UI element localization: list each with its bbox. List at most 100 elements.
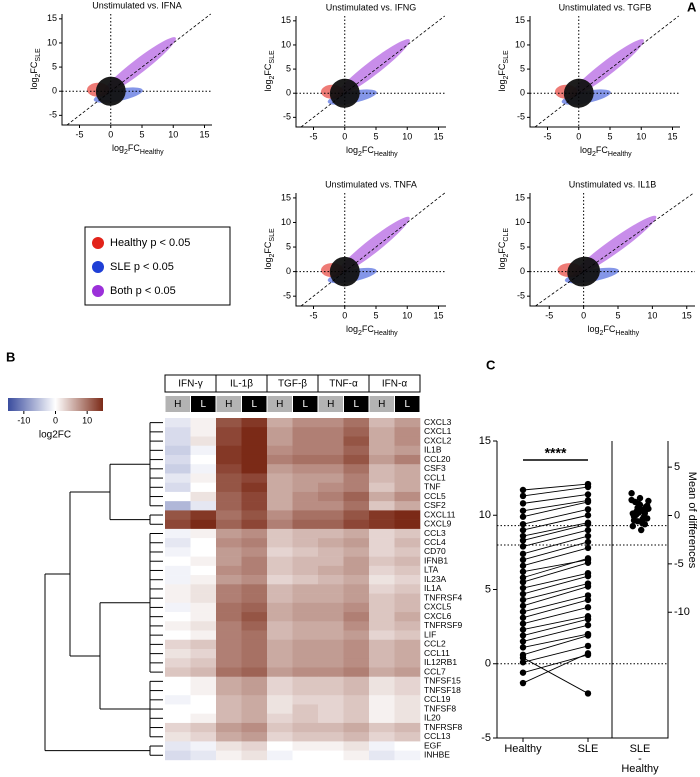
subgroup-box xyxy=(216,396,241,412)
heatmap-cell xyxy=(267,649,293,659)
point xyxy=(584,632,592,639)
point xyxy=(519,550,527,558)
pair-line xyxy=(522,535,589,555)
difference-point xyxy=(636,494,644,502)
point xyxy=(584,616,592,623)
heatmap-cell xyxy=(394,667,421,678)
heatmap-cell xyxy=(343,528,370,539)
group-header-box xyxy=(368,374,421,393)
row-label: TNF xyxy=(424,482,441,492)
heatmap-cell xyxy=(267,713,293,724)
heatmap-cell xyxy=(241,658,268,668)
x-tick-label: 0 xyxy=(342,310,347,320)
heatmap-cell xyxy=(267,630,293,641)
heatmap-cell xyxy=(369,750,395,761)
heatmap-cell xyxy=(394,538,421,548)
heatmap-cell xyxy=(190,667,217,678)
group-header: TGF-β xyxy=(278,379,307,390)
heatmap-cell xyxy=(241,427,268,437)
heatmap-cell xyxy=(292,593,319,604)
x-axis-label-part: Healthy xyxy=(374,330,398,337)
heatmap-cell xyxy=(190,556,217,567)
heatmap-cell xyxy=(241,750,268,761)
point xyxy=(519,574,527,581)
point xyxy=(519,659,527,666)
heatmap-cell xyxy=(369,482,395,493)
x-tick-label: 15 xyxy=(682,310,692,320)
heatmap-cell xyxy=(267,676,293,687)
heatmap-cell xyxy=(394,676,421,687)
heatmap-cell xyxy=(318,695,344,705)
heatmap-cell xyxy=(394,639,421,650)
heatmap-cell xyxy=(241,612,268,622)
x-axis-label-part: FC xyxy=(603,324,615,334)
heatmap-cell xyxy=(241,695,268,705)
y-tick-label: -5 xyxy=(283,291,291,301)
point xyxy=(519,602,527,610)
heatmap-cell xyxy=(292,418,319,428)
heatmap-cell xyxy=(343,630,370,641)
y-tick-label: -5 xyxy=(517,112,525,122)
point xyxy=(584,621,592,629)
heatmap-cell xyxy=(292,713,319,724)
x-tick-label: 5 xyxy=(607,131,612,141)
point xyxy=(584,572,592,580)
subgroup-box xyxy=(267,396,292,412)
heatmap-cell xyxy=(292,602,319,613)
row-label: CXCL6 xyxy=(424,611,452,621)
heatmap-cell xyxy=(165,436,191,447)
legend-swatch xyxy=(92,285,104,297)
heatmap-cell xyxy=(267,704,293,714)
x-axis-label-part: FC xyxy=(362,145,374,155)
heatmap-cell xyxy=(369,621,395,631)
heatmap-cell xyxy=(343,750,370,761)
heatmap-cell xyxy=(292,741,319,751)
heatmap-cell xyxy=(394,732,421,742)
heatmap-cell xyxy=(190,612,217,622)
row-label: TNFRSF9 xyxy=(424,620,463,630)
heatmap-cell xyxy=(190,547,217,557)
y-axis-label: log2FCCLE xyxy=(497,228,509,270)
heatmap-cell xyxy=(318,445,344,456)
x-tick-label: - xyxy=(638,753,642,765)
group-header: IFN-γ xyxy=(178,379,202,390)
x-tick-label: 5 xyxy=(373,310,378,320)
y-axis-label-part: SLE xyxy=(269,50,276,64)
subgroup-header: L xyxy=(353,399,359,410)
heatmap-cell xyxy=(241,473,268,483)
heatmap-cell xyxy=(216,556,242,567)
heatmap-cell xyxy=(216,750,242,761)
heatmap-cell xyxy=(165,602,191,613)
row-label: CCL11 xyxy=(424,648,450,658)
difference-point xyxy=(644,515,651,522)
pair-line xyxy=(522,624,589,642)
heatmap-cell xyxy=(190,519,217,530)
heatmap-cell xyxy=(394,556,421,567)
heatmap-cell xyxy=(216,418,242,428)
point xyxy=(584,690,592,697)
heatmap-cell xyxy=(394,658,421,668)
row-label: TNFRSF8 xyxy=(424,722,463,732)
heatmap-cell xyxy=(190,501,217,511)
heatmap-cell xyxy=(165,556,191,567)
pair-line xyxy=(522,547,589,567)
point xyxy=(584,520,592,528)
subgroup-box xyxy=(395,396,420,412)
chart-title: Unstimulated vs. IL1B xyxy=(569,179,657,189)
heatmap-cell xyxy=(394,445,421,456)
identity-line xyxy=(534,15,679,128)
y-tick-label: 15 xyxy=(479,435,491,447)
heatmap-cell xyxy=(394,750,421,761)
pair-line xyxy=(522,575,589,595)
y-axis-label-part: FC xyxy=(497,63,507,75)
legend-box xyxy=(84,226,231,306)
heatmap-cell xyxy=(216,547,242,557)
point xyxy=(584,491,592,498)
heatmap-cell xyxy=(190,482,217,493)
heatmap-cell xyxy=(190,602,217,613)
heatmap-cell xyxy=(394,464,421,474)
identity-line xyxy=(66,13,211,126)
heatmap-cell xyxy=(369,436,395,447)
subgroup-box xyxy=(242,396,267,412)
x-axis-label: log2FCHealthy xyxy=(346,324,398,336)
